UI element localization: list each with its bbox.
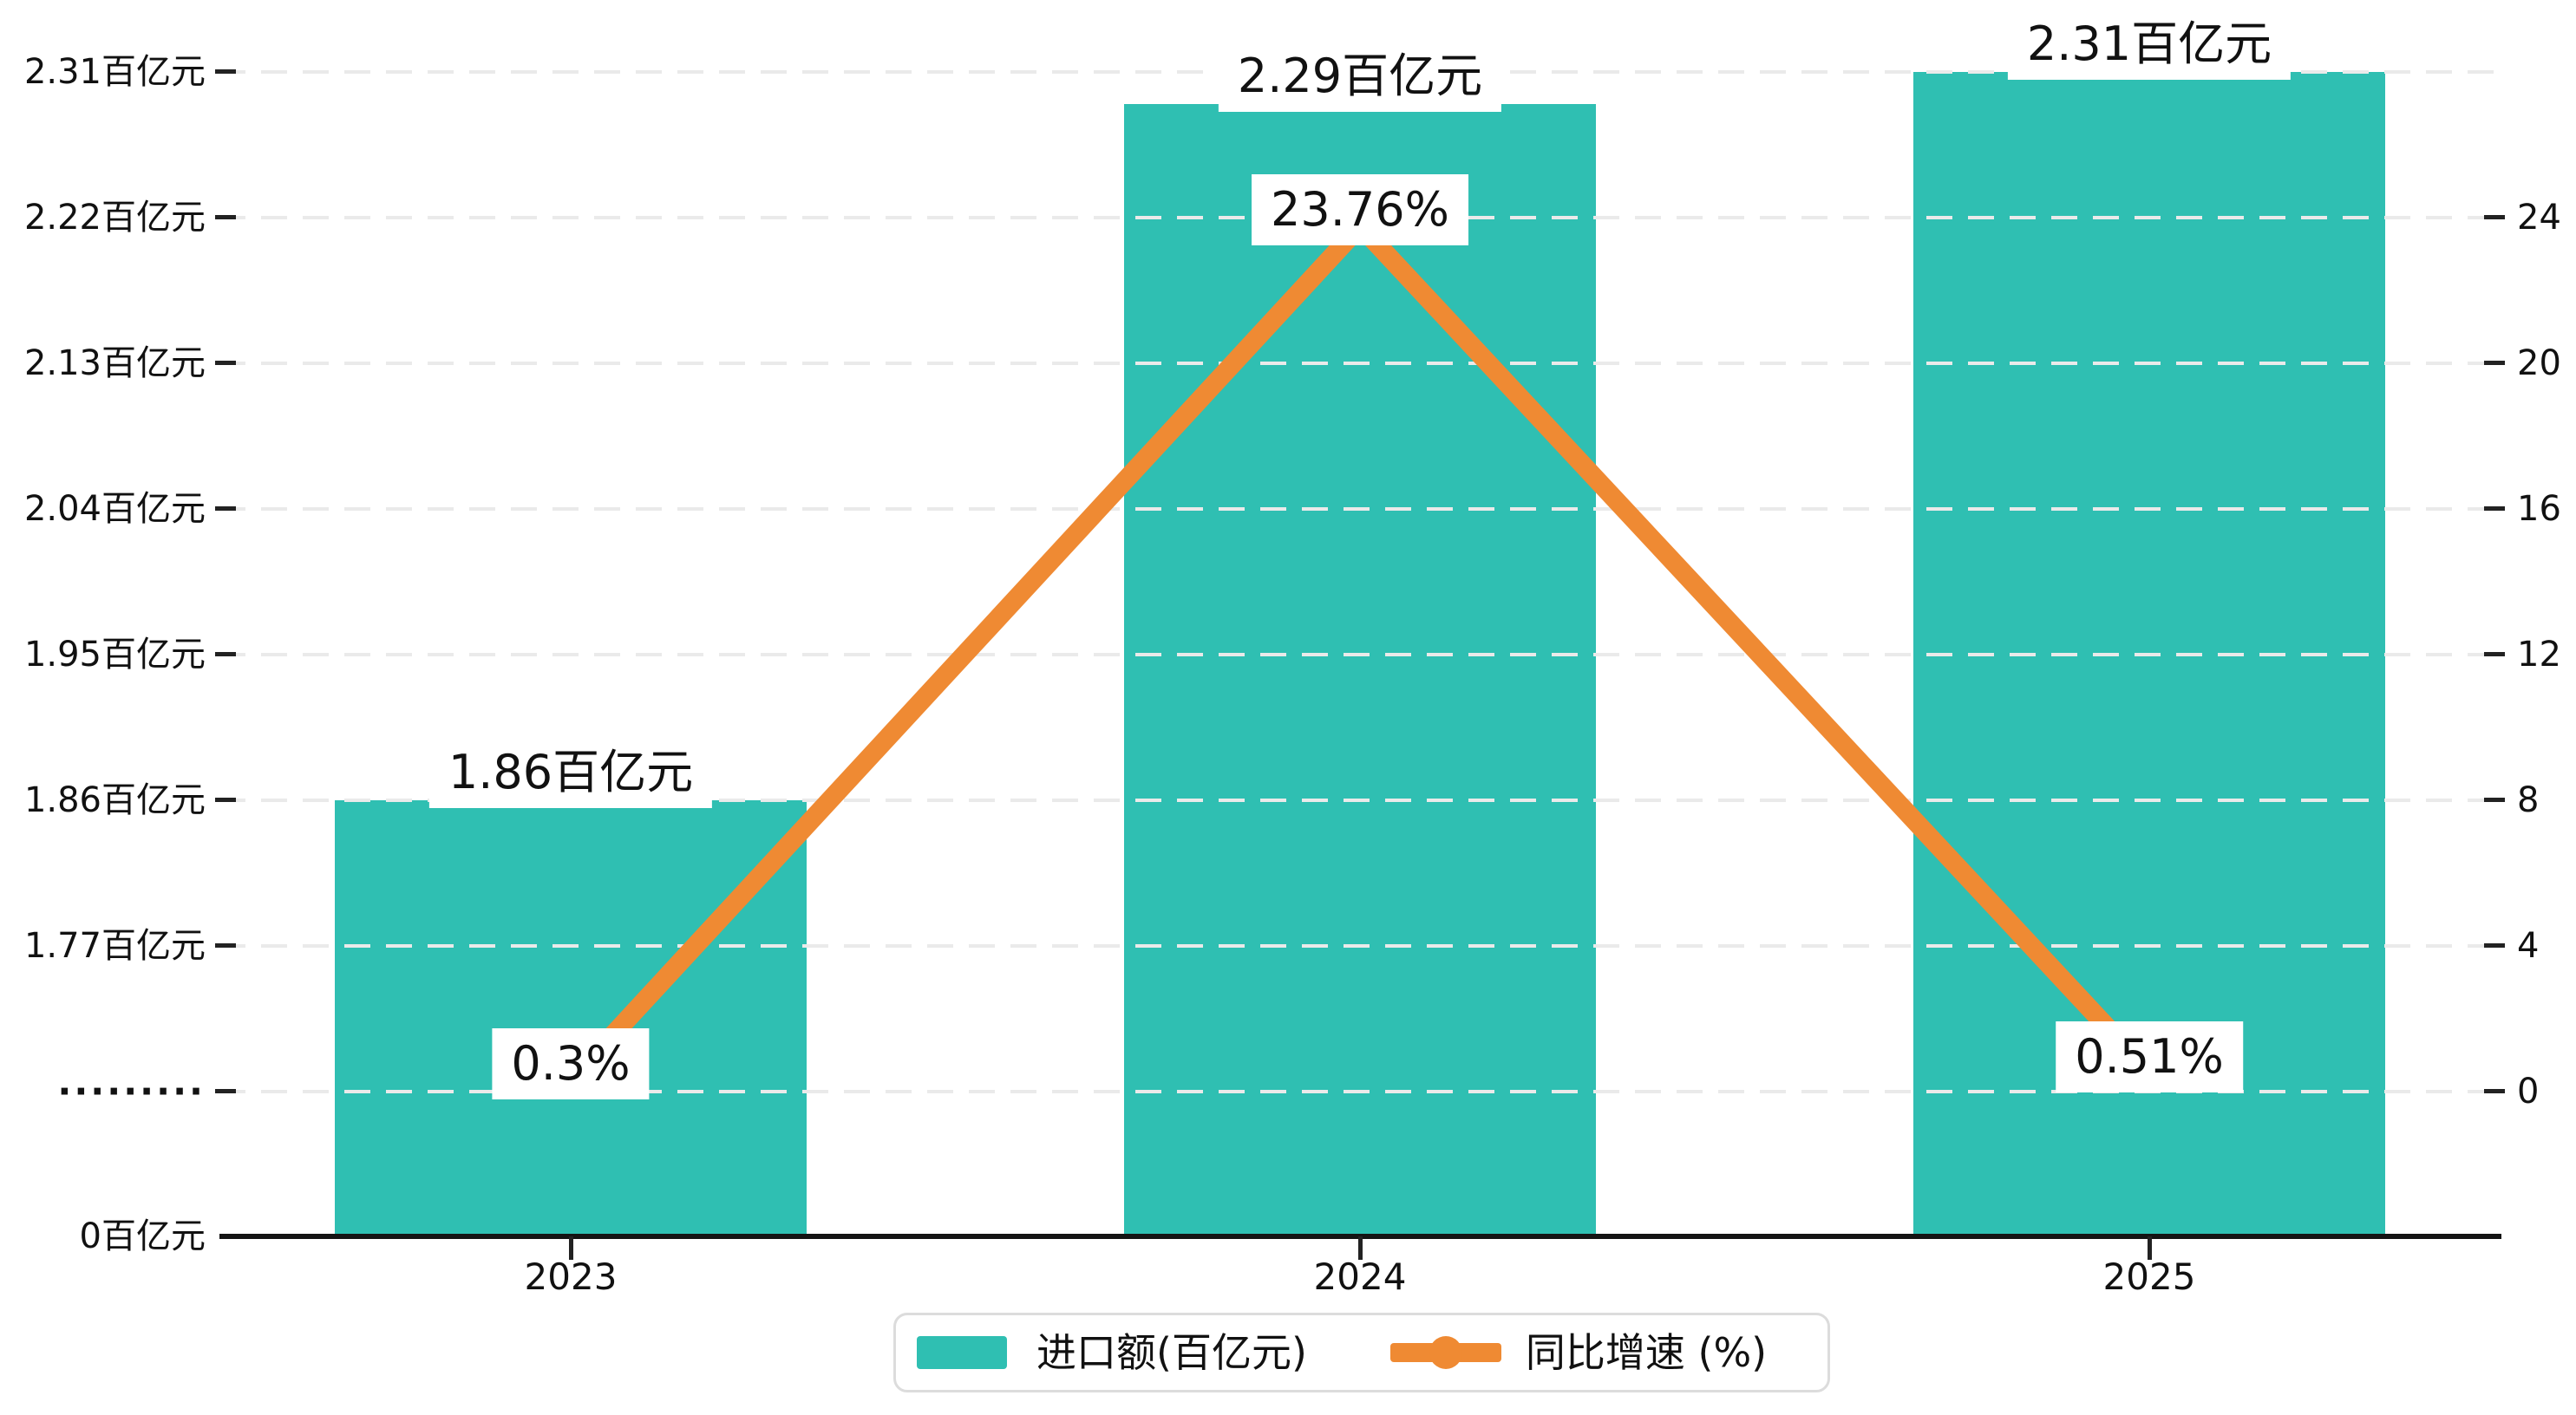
- y-axis-left-label: 1.86百亿元: [23, 780, 206, 820]
- x-axis-label-2025: 2025: [2102, 1255, 2196, 1298]
- y-axis-right-label: 4: [2517, 926, 2540, 966]
- y-axis-right-tick: [2484, 798, 2505, 802]
- y-axis-left-tick: [215, 361, 236, 365]
- y-axis-left-label: 2.13百亿元: [23, 343, 206, 383]
- gridline: [219, 362, 2501, 365]
- y-axis-left-tick: [215, 1089, 236, 1093]
- line-value-label-2025: 0.51%: [2056, 1020, 2243, 1092]
- y-axis-left-tick: [215, 215, 236, 219]
- y-axis-right-tick: [2484, 361, 2505, 365]
- y-axis-left-tick: [215, 69, 236, 74]
- x-axis-label-2023: 2023: [524, 1255, 618, 1298]
- bar-2024[interactable]: [1124, 104, 1596, 1236]
- x-axis-tick-2025: [2148, 1236, 2152, 1260]
- y-axis-left-tick: [215, 652, 236, 656]
- bar-swatch-icon: [917, 1336, 1007, 1369]
- legend-item-yoy-growth[interactable]: 同比增速 (%): [1389, 1329, 1768, 1376]
- y-axis-right-label: 24: [2517, 198, 2561, 238]
- bar-2023[interactable]: [335, 800, 807, 1236]
- gridline: [219, 507, 2501, 511]
- gridline: [219, 1090, 2501, 1093]
- x-axis-tick-2023: [569, 1236, 573, 1260]
- y-axis-left-label: 2.04百亿元: [23, 489, 206, 529]
- legend-label-yoy-growth: 同比增速 (%): [1525, 1329, 1768, 1376]
- legend: 进口额(百亿元) 同比增速 (%): [893, 1313, 1830, 1392]
- y-axis-left-label: 1.77百亿元: [23, 926, 206, 966]
- line-dot-swatch-icon: [1389, 1335, 1501, 1370]
- line-value-label-2023: 0.3%: [492, 1028, 650, 1100]
- x-axis-label-2024: 2024: [1313, 1255, 1407, 1298]
- y-axis-left-label: 2.31百亿元: [23, 52, 206, 92]
- line-value-label-2024: 23.76%: [1252, 174, 1468, 246]
- bar-value-label-2025: 2.31百亿元: [2007, 9, 2292, 80]
- gridline: [219, 653, 2501, 656]
- y-axis-left-break-dots: ·········: [57, 1070, 206, 1112]
- y-axis-right-label: 12: [2517, 635, 2561, 675]
- y-axis-right-label: 16: [2517, 489, 2561, 529]
- y-axis-right-tick: [2484, 215, 2505, 219]
- y-axis-right-tick: [2484, 943, 2505, 948]
- y-axis-left-label: 0百亿元: [79, 1216, 206, 1256]
- y-axis-right-tick: [2484, 652, 2505, 656]
- bar-value-label-2024: 2.29百亿元: [1218, 41, 1502, 113]
- x-axis-tick-2024: [1358, 1236, 1363, 1260]
- y-axis-right-label: 20: [2517, 343, 2561, 383]
- y-axis-right-label: 8: [2517, 780, 2540, 820]
- y-axis-left-tick: [215, 943, 236, 948]
- legend-label-import-amount: 进口额(百亿元): [1036, 1329, 1307, 1376]
- y-axis-left-label: 1.95百亿元: [23, 635, 206, 675]
- gridline: [219, 799, 2501, 802]
- y-axis-right-label: 0: [2517, 1072, 2540, 1112]
- gridline: [219, 944, 2501, 948]
- y-axis-left-tick: [215, 798, 236, 802]
- legend-item-import-amount[interactable]: 进口额(百亿元): [917, 1333, 1307, 1373]
- y-axis-left-label: 2.22百亿元: [23, 198, 206, 238]
- y-axis-right-tick: [2484, 506, 2505, 511]
- y-axis-left-tick: [215, 506, 236, 511]
- y-axis-right-tick: [2484, 1089, 2505, 1093]
- bar-value-label-2023: 1.86百亿元: [428, 737, 713, 808]
